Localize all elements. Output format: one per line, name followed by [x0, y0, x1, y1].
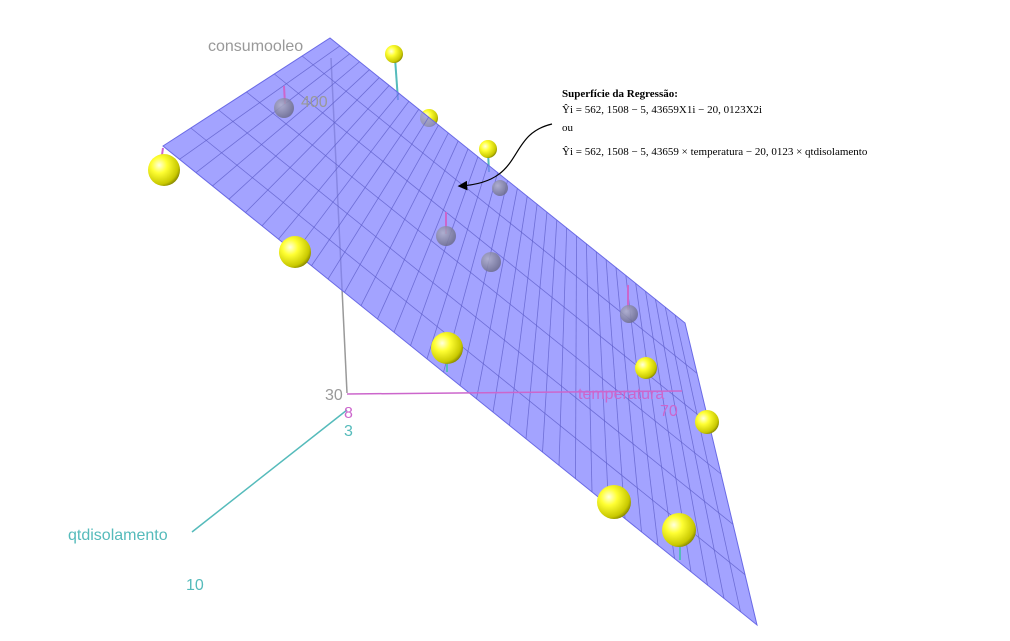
- x1-axis-label: temperatura: [578, 386, 664, 403]
- x1-tick-label: 70: [660, 403, 678, 420]
- y-axis-label: consumooleo: [208, 38, 303, 55]
- data-point-behind-plane: [492, 180, 508, 196]
- data-point: [385, 45, 403, 63]
- temperatura-axis-line: [346, 390, 683, 395]
- data-point: [279, 236, 311, 268]
- annotation-equation-1: Ŷi = 562, 1508 − 5, 43659X1i − 20, 0123X…: [562, 104, 762, 116]
- regression-equation-annotation: Superfície da Regressão: Ŷi = 562, 1508 …: [457, 88, 868, 191]
- x2-tick-label: 10: [186, 577, 204, 594]
- annotation-arrow: [457, 123, 553, 191]
- x2-axis-label: qtdisolamento: [68, 527, 168, 544]
- x2-tick-label: 8: [344, 405, 353, 422]
- y-tick-label: 400: [301, 94, 328, 111]
- data-point: [597, 485, 631, 519]
- data-point-behind-plane: [481, 252, 501, 272]
- data-point: [148, 154, 180, 186]
- point-stem: [161, 147, 164, 156]
- data-point: [479, 140, 497, 158]
- qtdisolamento-axis-line: [191, 409, 348, 533]
- annotation-equation-2: Ŷi = 562, 1508 − 5, 43659 × temperatura …: [562, 146, 868, 158]
- plane-grid-line: [190, 127, 746, 575]
- annotation-connector: ou: [562, 122, 574, 134]
- data-point-behind-plane: [436, 226, 456, 246]
- data-point: [662, 513, 696, 547]
- data-point: [695, 410, 719, 434]
- plane-grid-line: [246, 91, 722, 475]
- x2-tick-label: 3: [344, 423, 353, 440]
- data-point-behind-plane: [620, 305, 638, 323]
- data-point-behind-plane: [274, 98, 294, 118]
- data-point: [635, 357, 657, 379]
- annotation-title: Superfície da Regressão:: [562, 88, 678, 100]
- plane-grid-line: [218, 109, 734, 525]
- data-point: [431, 332, 463, 364]
- x1-tick-label: 30: [325, 387, 343, 404]
